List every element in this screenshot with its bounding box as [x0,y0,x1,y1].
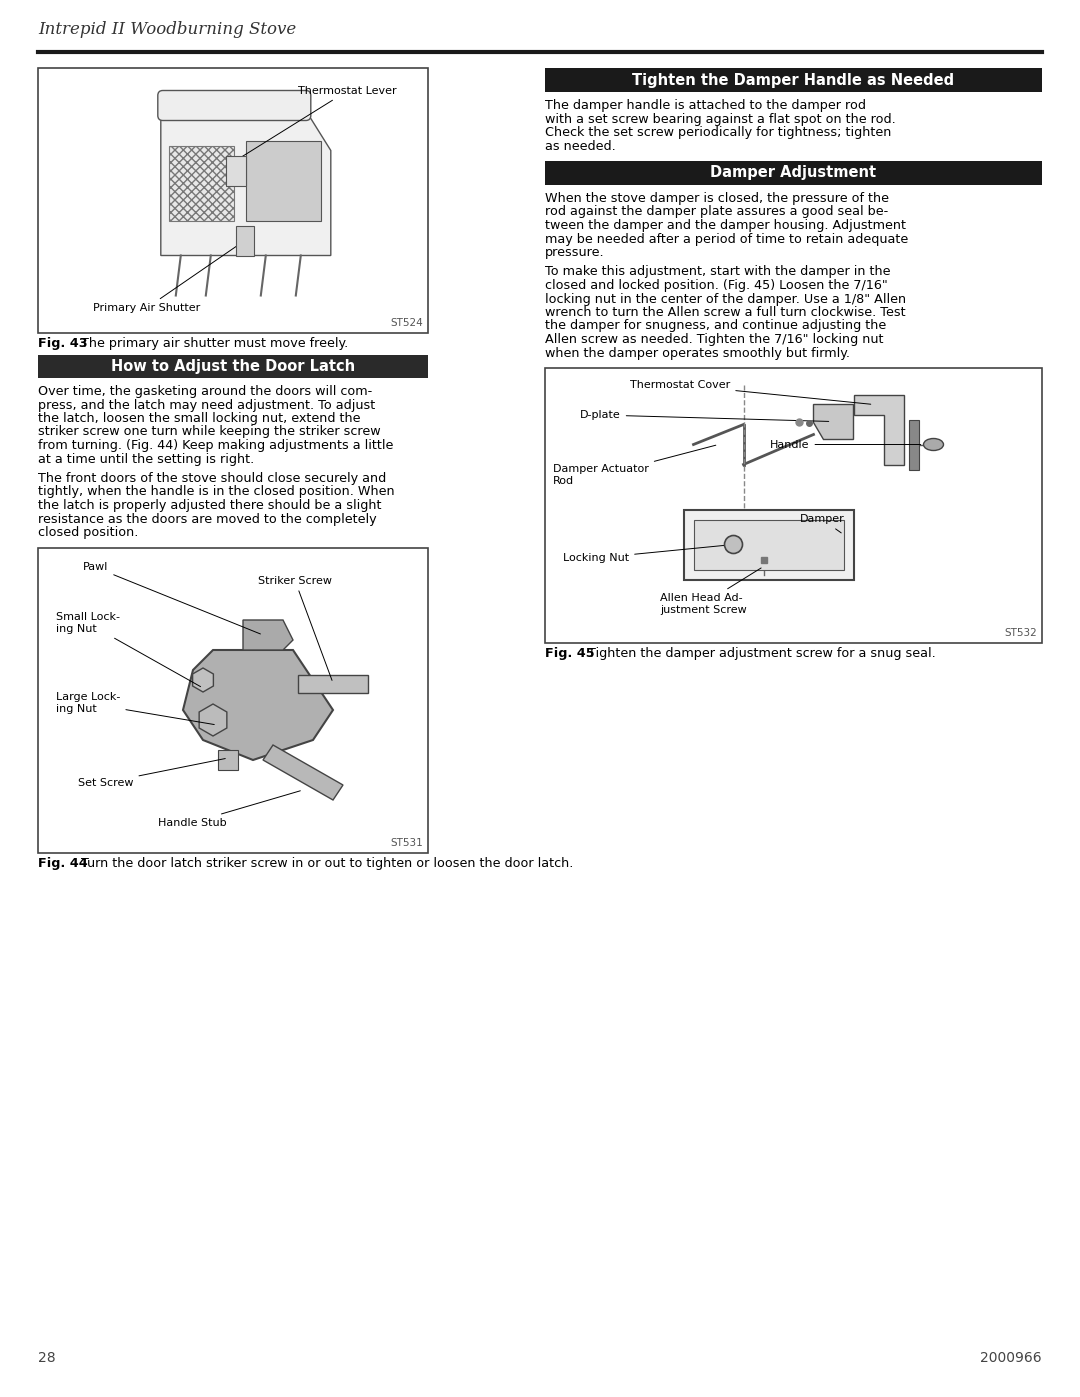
Text: pressure.: pressure. [545,246,605,258]
Text: Thermostat Lever: Thermostat Lever [239,87,396,159]
Text: Allen Head Ad-
justment Screw: Allen Head Ad- justment Screw [660,569,761,615]
Bar [545,161,1042,184]
Bar [235,225,254,256]
Bar [226,155,246,186]
Text: When the stove damper is closed, the pressure of the: When the stove damper is closed, the pre… [545,191,889,205]
Text: at a time until the setting is right.: at a time until the setting is right. [38,453,254,465]
Bar [218,750,238,770]
Polygon shape [161,110,330,256]
Text: Fig. 44: Fig. 44 [38,856,87,869]
Text: Allen screw as needed. Tighten the 7/16" locking nut: Allen screw as needed. Tighten the 7/16"… [545,332,883,346]
Text: Damper Adjustment: Damper Adjustment [711,165,877,180]
Text: Thermostat Cover: Thermostat Cover [630,380,870,404]
Bar [684,510,853,580]
Polygon shape [813,405,853,440]
Text: press, and the latch may need adjustment. To adjust: press, and the latch may need adjustment… [38,398,375,412]
Text: tween the damper and the damper housing. Adjustment: tween the damper and the damper housing.… [545,219,906,232]
Text: may be needed after a period of time to retain adequate: may be needed after a period of time to … [545,232,908,246]
Text: Damper: Damper [800,514,845,532]
Text: tightly, when the handle is in the closed position. When: tightly, when the handle is in the close… [38,486,394,499]
Text: To make this adjustment, start with the damper in the: To make this adjustment, start with the … [545,265,891,278]
Polygon shape [264,745,343,800]
Text: How to Adjust the Door Latch: How to Adjust the Door Latch [111,359,355,374]
Text: Check the set screw periodically for tightness; tighten: Check the set screw periodically for tig… [545,126,891,138]
Text: 28: 28 [38,1351,56,1365]
Text: ST531: ST531 [390,837,423,848]
Bar [38,68,428,332]
Text: from turning. (Fig. 44) Keep making adjustments a little: from turning. (Fig. 44) Keep making adju… [38,439,393,453]
Text: Handle: Handle [770,440,921,450]
Bar [298,675,368,693]
Text: ST532: ST532 [1004,629,1037,638]
Text: Tighten the Damper Handle as Needed: Tighten the Damper Handle as Needed [633,73,955,88]
Text: Tighten the damper adjustment screw for a snug seal.: Tighten the damper adjustment screw for … [580,647,935,659]
Text: Pawl: Pawl [83,563,260,634]
Text: wrench to turn the Allen screw a full turn clockwise. Test: wrench to turn the Allen screw a full tu… [545,306,906,319]
Text: Turn the door latch striker screw in or out to tighten or loosen the door latch.: Turn the door latch striker screw in or … [73,856,573,869]
Text: Damper Actuator
Rod: Damper Actuator Rod [553,446,716,486]
Text: Large Lock-
ing Nut: Large Lock- ing Nut [56,693,214,725]
Text: The front doors of the stove should close securely and: The front doors of the stove should clos… [38,472,387,485]
Text: resistance as the doors are moved to the completely: resistance as the doors are moved to the… [38,513,377,525]
FancyBboxPatch shape [158,91,311,120]
Text: ST524: ST524 [390,319,423,328]
Text: The primary air shutter must move freely.: The primary air shutter must move freely… [73,337,348,351]
Text: the damper for snugness, and continue adjusting the: the damper for snugness, and continue ad… [545,320,887,332]
Text: D-plate: D-plate [580,409,828,422]
Bar [168,145,233,221]
Text: locking nut in the center of the damper. Use a 1/8" Allen: locking nut in the center of the damper.… [545,292,906,306]
Polygon shape [853,394,904,464]
Text: Fig. 45: Fig. 45 [545,647,595,659]
Text: Locking Nut: Locking Nut [563,545,731,563]
Text: 2000966: 2000966 [981,1351,1042,1365]
Bar [38,548,428,852]
Bar [246,141,321,221]
Text: when the damper operates smoothly but firmly.: when the damper operates smoothly but fi… [545,346,850,359]
Text: closed and locked position. (Fig. 45) Loosen the 7/16": closed and locked position. (Fig. 45) Lo… [545,279,888,292]
Bar [38,355,428,379]
Polygon shape [243,620,293,650]
Text: the latch is properly adjusted there should be a slight: the latch is properly adjusted there sho… [38,499,381,511]
Text: rod against the damper plate assures a good seal be-: rod against the damper plate assures a g… [545,205,888,218]
Bar [545,367,1042,643]
Bar [693,520,843,570]
Ellipse shape [923,439,944,450]
Text: The damper handle is attached to the damper rod: The damper handle is attached to the dam… [545,99,866,112]
Text: with a set screw bearing against a flat spot on the rod.: with a set screw bearing against a flat … [545,113,895,126]
Text: Small Lock-
ing Nut: Small Lock- ing Nut [56,612,201,687]
Text: striker screw one turn while keeping the striker screw: striker screw one turn while keeping the… [38,426,380,439]
Text: Striker Screw: Striker Screw [258,576,332,680]
Text: Set Screw: Set Screw [78,759,226,788]
Polygon shape [183,650,333,760]
Circle shape [725,535,743,553]
Text: Handle Stub: Handle Stub [158,791,300,827]
Text: as needed.: as needed. [545,140,616,152]
Text: Fig. 43: Fig. 43 [38,337,87,351]
Text: closed position.: closed position. [38,527,138,539]
Text: Primary Air Shutter: Primary Air Shutter [93,242,243,313]
Text: Intrepid II Woodburning Stove: Intrepid II Woodburning Stove [38,21,296,38]
Text: Over time, the gasketing around the doors will com-: Over time, the gasketing around the door… [38,386,373,398]
Text: the latch, loosen the small locking nut, extend the: the latch, loosen the small locking nut,… [38,412,361,425]
Bar [545,68,1042,92]
Bar [908,419,918,469]
